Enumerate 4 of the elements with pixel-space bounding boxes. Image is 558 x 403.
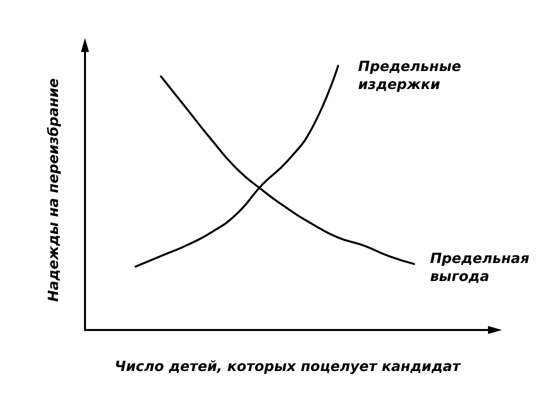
- series-label: Предельные издержки: [358, 58, 462, 93]
- series-label: Предельная выгода: [430, 250, 530, 285]
- x-axis-title: Число детей, которых поцелует кандидат: [114, 359, 462, 375]
- y-axis-title: Надежды на переизбрание: [46, 78, 62, 302]
